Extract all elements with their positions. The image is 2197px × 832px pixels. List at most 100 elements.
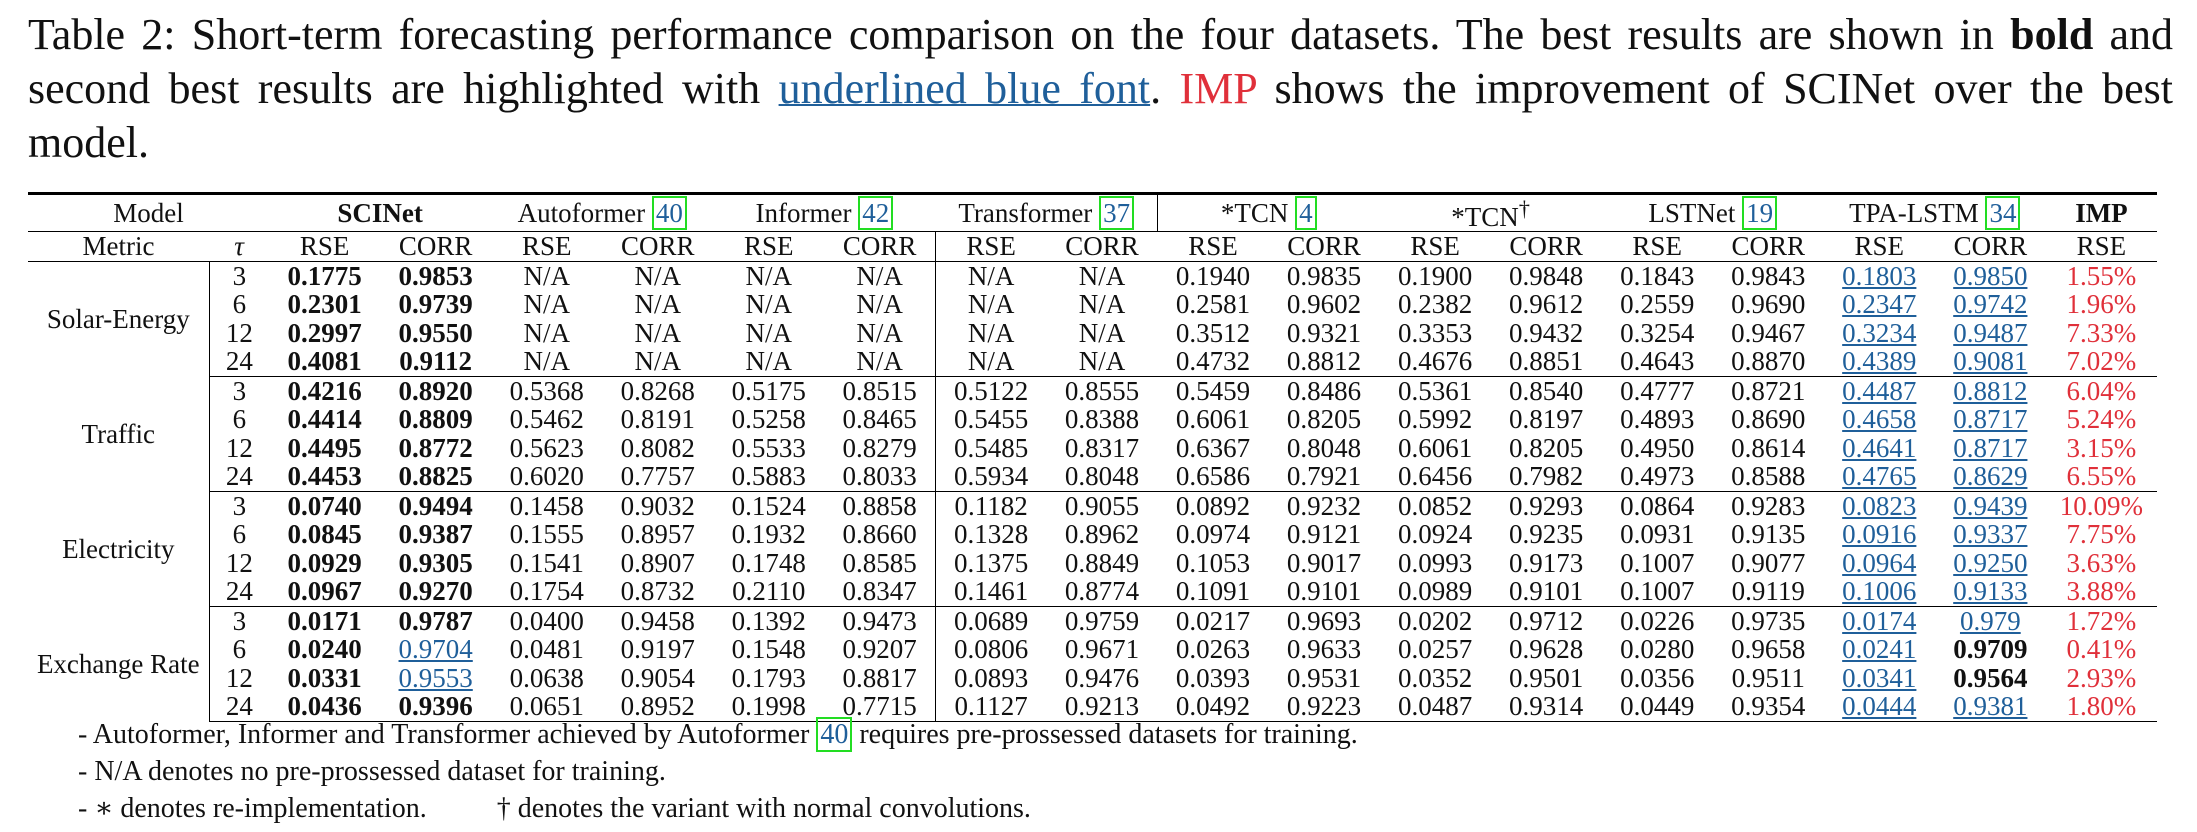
cell-value: 0.0241 bbox=[1842, 634, 1917, 665]
cell-value: 0.9396 bbox=[398, 691, 473, 722]
cell-value: 7.02% bbox=[2066, 346, 2137, 377]
cell-value: 5.24% bbox=[2066, 404, 2137, 435]
note: - N/A denotes no pre-prossessed dataset … bbox=[78, 753, 1358, 790]
cell-value: N/A bbox=[745, 346, 793, 377]
cell: 3.63% bbox=[2046, 549, 2157, 578]
cell: 0.0263 bbox=[1157, 635, 1268, 664]
cell-value: 1.55% bbox=[2066, 260, 2137, 291]
group-name: Electricity bbox=[62, 533, 175, 564]
cell-value: 0.5934 bbox=[954, 461, 1029, 492]
data-row: 12 0.2997 0.9550 N/A N/A N/A N/A N/A N/A 0.3512 0.… bbox=[28, 317, 2157, 348]
cell: 0.9235 bbox=[1491, 520, 1602, 549]
cell: 0.8205 bbox=[1269, 405, 1380, 434]
cell-value: 0.0331 bbox=[287, 662, 362, 693]
metric-row: Metric τ RSE CORR RSE CORR RSE CORR RSE CORR RSE CO… bbox=[28, 231, 2157, 262]
cell-value: 0.0487 bbox=[1397, 691, 1473, 722]
cell: 0.0257 bbox=[1380, 635, 1491, 664]
cell-value: 6.04% bbox=[2066, 375, 2137, 406]
cell: 0.8465 bbox=[824, 405, 936, 434]
notes: - Autoformer, Informer and Transformer a… bbox=[78, 716, 1358, 827]
cell-value: 0.8717 bbox=[1953, 432, 2028, 463]
data-row: 24 0.0436 0.9396 0.0651 0.8952 0.1998 0.7715 0.… bbox=[28, 691, 2157, 722]
ref: 19 bbox=[1742, 196, 1778, 230]
cell-value: 0.9112 bbox=[399, 346, 473, 377]
results-table: Model SCINet Autoformer 40 Informer 42 Trans… bbox=[28, 192, 2157, 722]
header-cell: SCINet bbox=[269, 192, 492, 232]
cell-value: 0.3353 bbox=[1397, 317, 1473, 348]
cell: 0.9121 bbox=[1269, 520, 1380, 549]
cell: 0.8486 bbox=[1269, 376, 1380, 405]
metric-cell: RSE bbox=[713, 231, 825, 262]
cell-value: 0.9250 bbox=[1953, 547, 2028, 578]
cell: 0.9101 bbox=[1490, 577, 1602, 607]
cell: 0.4389 bbox=[1823, 346, 1935, 377]
cell-value: 3.15% bbox=[2066, 432, 2137, 463]
cell-value: 0.4389 bbox=[1842, 346, 1917, 377]
metric-cell: RSE bbox=[491, 231, 603, 262]
cell-value: 0.4643 bbox=[1620, 346, 1695, 377]
cell-value: 0.0806 bbox=[954, 634, 1029, 665]
cell: 0.9473 bbox=[824, 606, 936, 635]
cell: 0.9467 bbox=[1713, 319, 1824, 348]
tau: 24 bbox=[208, 347, 270, 377]
cell-value: N/A bbox=[1078, 289, 1126, 320]
cell-value: 0.0174 bbox=[1842, 605, 1917, 636]
cell-value: 0.9467 bbox=[1731, 317, 1806, 348]
metric-cell: RSE bbox=[269, 231, 381, 262]
group-name: Traffic bbox=[81, 418, 156, 449]
ref: 40 bbox=[816, 717, 853, 752]
cell-value: 0.9476 bbox=[1064, 662, 1140, 693]
cell-value: 0.8048 bbox=[1286, 432, 1362, 463]
cell-value: 0.9564 bbox=[1953, 662, 2028, 693]
cell: 0.4216 bbox=[269, 376, 380, 405]
cell: 0.0481 bbox=[491, 635, 602, 664]
metric-cell: CORR bbox=[824, 231, 936, 262]
cell: 0.0174 bbox=[1824, 606, 1935, 635]
cell-value: 0.7921 bbox=[1286, 461, 1362, 492]
cell: 0.8191 bbox=[602, 405, 713, 434]
cell-value: 0.9213 bbox=[1064, 691, 1140, 722]
cell: N/A bbox=[935, 290, 1046, 319]
cell: 0.6367 bbox=[1157, 434, 1268, 463]
cell: 0.2347 bbox=[1824, 290, 1935, 319]
data-row: 24 0.4081 0.9112 N/A N/A N/A N/A N/A N/A 0.4732 0.… bbox=[28, 346, 2157, 377]
cell: 0.0974 bbox=[1157, 520, 1268, 549]
cell: 0.0845 bbox=[269, 520, 380, 549]
cell: 0.9077 bbox=[1713, 549, 1824, 578]
cell: 0.6586 bbox=[1157, 462, 1269, 492]
header-cell: Model bbox=[28, 192, 270, 232]
header-text: Autoformer bbox=[517, 198, 646, 228]
cell: 0.8858 bbox=[824, 491, 936, 520]
cell: 7.33% bbox=[2046, 319, 2157, 348]
data-row: 6 0.0845 0.9387 0.1555 0.8957 0.1932 0.8660 0.1… bbox=[28, 520, 2157, 549]
cell: N/A bbox=[824, 261, 936, 290]
cell: 0.8721 bbox=[1713, 376, 1824, 405]
cell-value: 0.9735 bbox=[1731, 605, 1806, 636]
cell: 0.1548 bbox=[713, 635, 824, 664]
cell-value: 0.41% bbox=[2066, 634, 2137, 665]
header-row: Model SCINet Autoformer 40 Informer 42 Trans… bbox=[28, 192, 2157, 232]
cell: 0.9054 bbox=[602, 664, 713, 693]
cell: 0.1127 bbox=[935, 692, 1047, 722]
cell-value: 0.8268 bbox=[620, 375, 695, 406]
cell: 0.1524 bbox=[713, 491, 824, 520]
caption-text: . bbox=[1150, 64, 1162, 113]
cell-value: N/A bbox=[967, 317, 1015, 348]
cell-value: 0.4216 bbox=[287, 375, 362, 406]
tau: 12 bbox=[208, 433, 270, 462]
cell: 0.2301 bbox=[269, 290, 380, 319]
cell-value: 0.0638 bbox=[509, 662, 584, 693]
cell-value: 0.1053 bbox=[1175, 547, 1251, 578]
caption-text: shows the improvement of SCINet over the… bbox=[28, 64, 2174, 167]
cell-value: 0.0892 bbox=[1175, 490, 1251, 521]
cell-value: 0.1940 bbox=[1175, 260, 1251, 291]
cell-value: 0.1843 bbox=[1620, 260, 1695, 291]
cell-value: 0.8920 bbox=[398, 375, 473, 406]
cell-value: 0.6061 bbox=[1175, 404, 1251, 435]
cell-value: 0.9494 bbox=[398, 490, 473, 521]
cell-value: 0.4414 bbox=[287, 404, 362, 435]
cell: 0.9081 bbox=[1934, 347, 2046, 377]
cell-value: 0.0651 bbox=[509, 691, 584, 722]
cell-value: 0.1998 bbox=[731, 691, 806, 722]
cell-value: 0.1748 bbox=[731, 547, 806, 578]
